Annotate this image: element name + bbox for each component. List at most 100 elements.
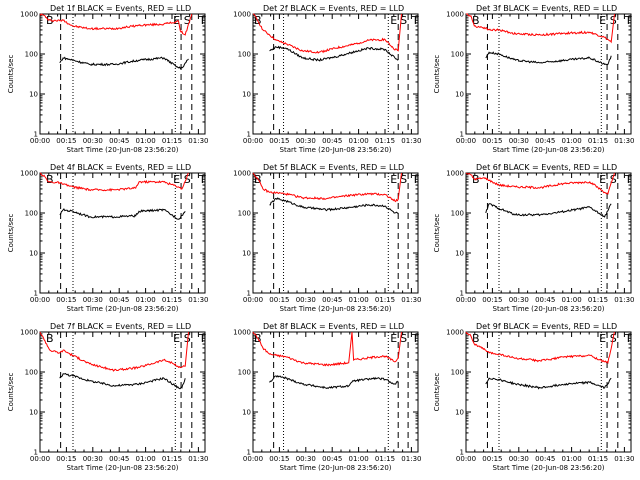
y-tick-label: 1000 — [233, 11, 251, 19]
x-tick-label: 00:45 — [322, 455, 342, 463]
y-axis-label: Counts/sec — [7, 55, 15, 94]
chart-panel-8: Det 8f BLACK = Events, RED = LLD 1 10 100 10… — [233, 322, 421, 472]
plot-frame — [39, 13, 206, 135]
series-events-line — [269, 45, 399, 62]
y-tick-label: 1000 — [446, 11, 464, 19]
x-tick-label: 01:15 — [162, 296, 182, 304]
y-axis-label: Counts/sec — [433, 373, 441, 412]
plot-frame — [465, 172, 632, 294]
x-axis-label: Start Time (20-Jun-08 23:56:20) — [67, 464, 179, 472]
x-tick-label: 00:30 — [509, 137, 529, 145]
x-tick-label: 01:00 — [349, 137, 369, 145]
series-lld-line — [252, 13, 402, 54]
chart-panel-1: Det 1f BLACK = Events, RED = LLD 1 10 100 10… — [7, 4, 208, 154]
series-lld-line — [466, 13, 615, 44]
x-tick-label: 00:00 — [243, 455, 263, 463]
series-events-line — [59, 56, 189, 70]
x-tick-label: 01:00 — [136, 296, 156, 304]
y-tick-label: 1 — [460, 290, 464, 298]
x-tick-label: 01:15 — [375, 296, 395, 304]
x-tick-label: 00:00 — [30, 296, 50, 304]
x-tick-label: 00:00 — [243, 296, 263, 304]
series-lld-line — [252, 331, 402, 367]
y-tick-label: 1000 — [446, 170, 464, 178]
x-tick-label: 01:30 — [401, 137, 421, 145]
x-tick-label: 00:45 — [535, 137, 555, 145]
x-axis-label: Start Time (20-Jun-08 23:56:20) — [280, 305, 392, 313]
series-events-line — [269, 375, 399, 390]
chart-title: Det 6f BLACK = Events, RED = LLD — [476, 163, 617, 172]
marker-label-b: B — [472, 332, 480, 345]
chart-title: Det 8f BLACK = Events, RED = LLD — [263, 322, 404, 331]
x-tick-label: 01:15 — [162, 455, 182, 463]
x-tick-label: 01:30 — [188, 137, 208, 145]
x-tick-label: 01:30 — [188, 296, 208, 304]
series-lld-line — [465, 331, 615, 365]
x-tick-label: 00:15 — [482, 137, 502, 145]
x-tick-label: 01:15 — [588, 137, 608, 145]
chart-title: Det 2f BLACK = Events, RED = LLD — [263, 4, 404, 13]
y-tick-label: 10 — [455, 409, 464, 417]
y-tick-label: 100 — [451, 51, 464, 59]
marker-label-e: E — [390, 14, 397, 27]
x-tick-label: 00:30 — [83, 296, 103, 304]
x-tick-label: 00:15 — [482, 296, 502, 304]
x-tick-label: 00:15 — [56, 137, 76, 145]
y-tick-label: 10 — [455, 250, 464, 258]
x-axis-label: Start Time (20-Jun-08 23:56:20) — [493, 146, 605, 154]
y-tick-label: 10 — [455, 91, 464, 99]
marker-label-t: T — [411, 173, 419, 186]
marker-label-t: T — [624, 173, 632, 186]
x-tick-label: 00:30 — [83, 455, 103, 463]
marker-label-t: T — [624, 14, 632, 27]
marker-label-e: E — [599, 173, 606, 186]
y-axis-label: Counts/sec — [433, 55, 441, 94]
y-tick-label: 10 — [29, 409, 38, 417]
x-tick-label: 00:30 — [296, 296, 316, 304]
y-tick-label: 1000 — [446, 329, 464, 337]
y-tick-label: 1 — [247, 290, 251, 298]
y-axis-label: Counts/sec — [433, 214, 441, 253]
chart-panel-7: Det 7f BLACK = Events, RED = LLD 1 10 100 10… — [7, 322, 208, 472]
chart-title: Det 1f BLACK = Events, RED = LLD — [50, 4, 191, 13]
chart-panel-5: Det 5f BLACK = Events, RED = LLD 1 10 100 10… — [233, 163, 421, 313]
x-axis-label: Start Time (20-Jun-08 23:56:20) — [67, 305, 179, 313]
marker-label-e: E — [390, 173, 397, 186]
marker-label-s: S — [184, 332, 191, 345]
x-tick-label: 01:15 — [375, 455, 395, 463]
chart-panel-3: Det 3f BLACK = Events, RED = LLD 1 10 100 10… — [433, 4, 634, 154]
marker-label-e: E — [599, 14, 606, 27]
y-tick-label: 100 — [25, 369, 38, 377]
chart-panel-4: Det 4f BLACK = Events, RED = LLD 1 10 100 10… — [7, 163, 208, 313]
series-events-line — [485, 51, 612, 66]
chart-panel-6: Det 6f BLACK = Events, RED = LLD 1 10 100 10… — [433, 163, 634, 313]
x-axis-label: Start Time (20-Jun-08 23:56:20) — [67, 146, 179, 154]
y-tick-label: 100 — [238, 369, 251, 377]
x-tick-label: 00:15 — [269, 137, 289, 145]
marker-label-s: S — [184, 14, 191, 27]
y-axis-label: Counts/sec — [7, 373, 15, 412]
x-tick-label: 00:30 — [509, 455, 529, 463]
marker-label-b: B — [472, 14, 480, 27]
chart-title: Det 4f BLACK = Events, RED = LLD — [50, 163, 191, 172]
x-tick-label: 01:30 — [401, 455, 421, 463]
x-tick-label: 00:15 — [269, 455, 289, 463]
marker-label-e: E — [173, 332, 180, 345]
x-axis-label: Start Time (20-Jun-08 23:56:20) — [493, 464, 605, 472]
marker-label-s: S — [184, 173, 191, 186]
x-tick-label: 00:00 — [30, 455, 50, 463]
x-tick-label: 01:00 — [562, 137, 582, 145]
x-tick-label: 01:30 — [614, 296, 634, 304]
chart-title: Det 7f BLACK = Events, RED = LLD — [50, 322, 191, 331]
y-tick-label: 1 — [34, 449, 38, 457]
x-tick-label: 01:30 — [614, 137, 634, 145]
chart-panel-2: Det 2f BLACK = Events, RED = LLD 1 10 100 10… — [233, 4, 421, 154]
plot-frame — [252, 172, 419, 294]
plot-frame — [465, 13, 632, 135]
series-lld-line — [39, 13, 193, 36]
series-lld-line — [39, 331, 189, 372]
x-tick-label: 00:15 — [56, 455, 76, 463]
x-tick-label: 00:15 — [56, 296, 76, 304]
marker-label-s: S — [610, 173, 617, 186]
y-tick-label: 1000 — [233, 329, 251, 337]
